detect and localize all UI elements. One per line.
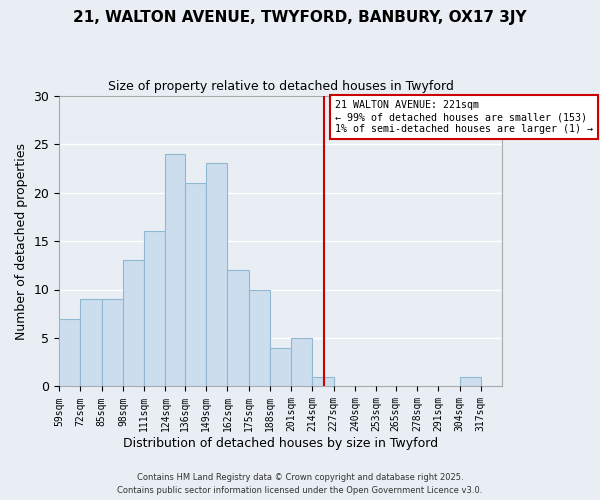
Bar [313,377,334,386]
Bar [460,377,481,386]
Title: Size of property relative to detached houses in Twyford: Size of property relative to detached ho… [107,80,454,93]
Bar [185,183,206,386]
Bar [80,299,101,386]
Text: Contains HM Land Registry data © Crown copyright and database right 2025.
Contai: Contains HM Land Registry data © Crown c… [118,474,482,495]
Bar [144,232,166,386]
Bar [101,299,123,386]
Bar [206,164,227,386]
Text: 21 WALTON AVENUE: 221sqm
← 99% of detached houses are smaller (153)
1% of semi-d: 21 WALTON AVENUE: 221sqm ← 99% of detach… [335,100,593,134]
Bar [123,260,144,386]
Bar [59,318,80,386]
Bar [249,290,270,386]
Bar [291,338,313,386]
X-axis label: Distribution of detached houses by size in Twyford: Distribution of detached houses by size … [123,437,438,450]
Bar [270,348,291,387]
Y-axis label: Number of detached properties: Number of detached properties [15,142,28,340]
Bar [166,154,185,386]
Bar [227,270,249,386]
Text: 21, WALTON AVENUE, TWYFORD, BANBURY, OX17 3JY: 21, WALTON AVENUE, TWYFORD, BANBURY, OX1… [73,10,527,25]
